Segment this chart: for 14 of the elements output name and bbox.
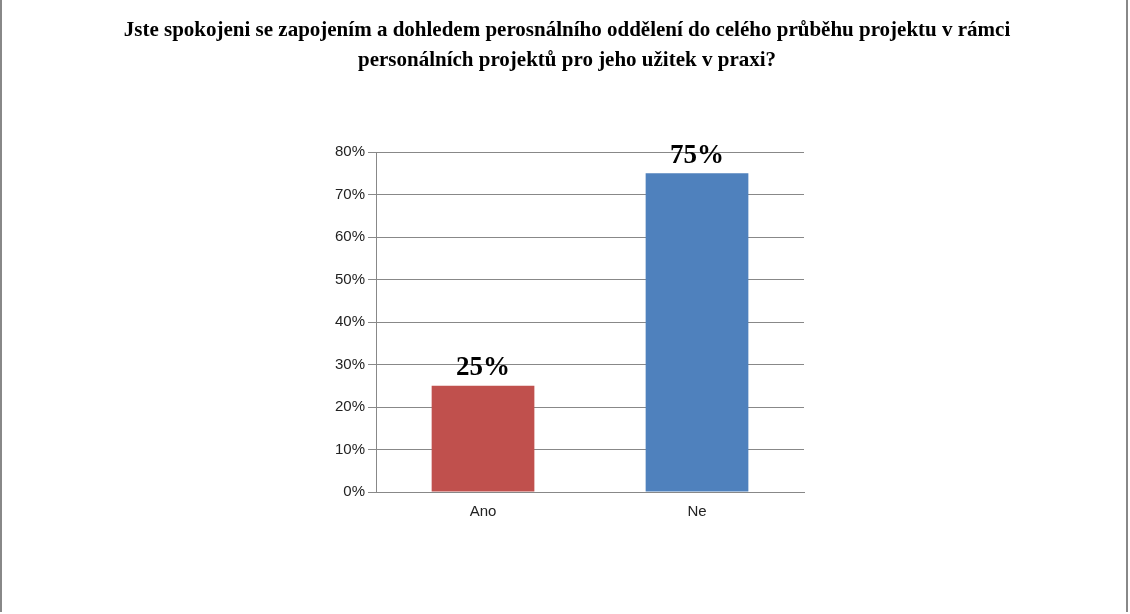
y-tick-label: 30% <box>334 354 366 372</box>
data-label: 75% <box>670 138 725 169</box>
x-tick-label: Ano <box>469 502 497 520</box>
y-tick-label: 20% <box>334 397 366 415</box>
y-tick-label: 0% <box>343 482 366 500</box>
y-tick-label: 50% <box>334 269 366 287</box>
y-tick-label: 10% <box>334 439 366 457</box>
y-tick-label: 80% <box>334 142 366 160</box>
data-label: 25% <box>456 351 511 382</box>
y-tick-label: 40% <box>334 312 366 330</box>
y-tick-label: 60% <box>334 227 366 245</box>
x-tick-label: Ne <box>687 502 707 520</box>
y-tick-label: 70% <box>334 184 366 202</box>
chart-title: Jste spokojeni se zapojením a dohledem perosnálního oddělení do celého průběhu projektu v rámci personálních projektů pro jeho užitek v praxi? <box>122 16 1012 73</box>
